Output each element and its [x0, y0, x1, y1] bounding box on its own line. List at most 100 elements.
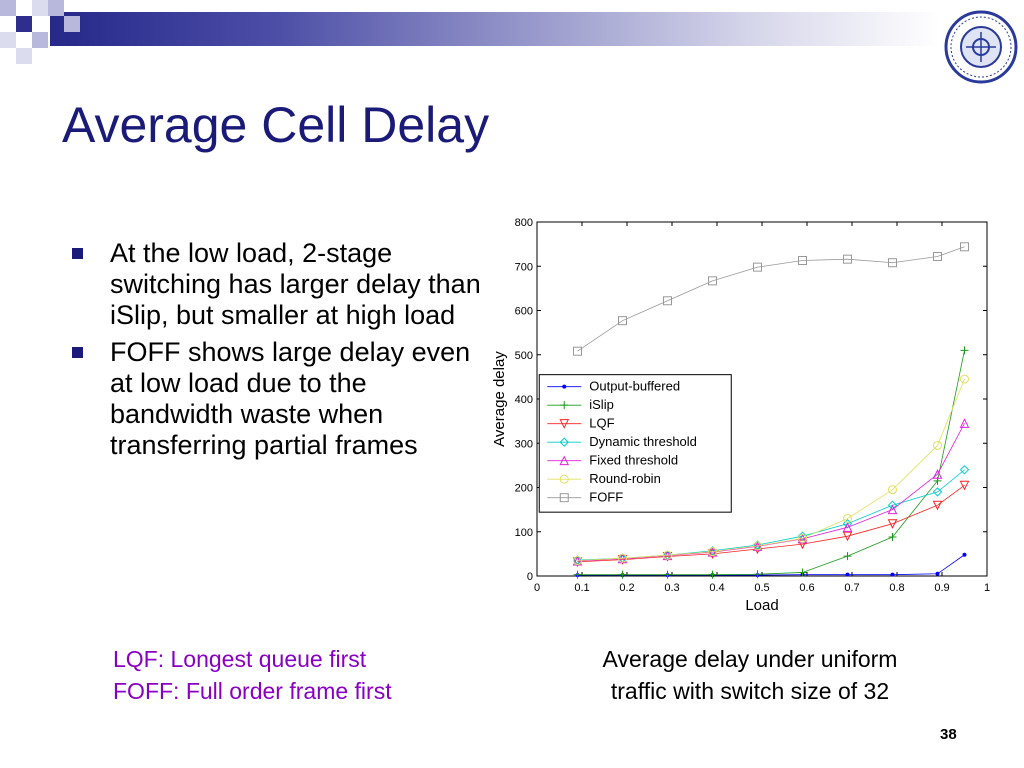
- data-point-islip: [843, 552, 852, 561]
- data-point-lqf: [707, 549, 718, 559]
- series-line-fixed-threshold: [577, 423, 965, 562]
- data-point-lqf: [887, 519, 898, 529]
- data-point-islip: [753, 570, 762, 579]
- series-line-round-robin: [577, 378, 965, 561]
- data-point-foff: [663, 296, 672, 306]
- legend-label-dynamic-threshold: Dynamic threshold: [589, 434, 697, 449]
- page-title: Average Cell Delay: [62, 97, 490, 153]
- data-point-foff: [798, 255, 807, 265]
- data-point-dynamic-threshold: [842, 519, 853, 529]
- bullet-list: At the low load, 2-stage switching has l…: [72, 238, 482, 467]
- y-tick-label: 0: [527, 571, 533, 583]
- x-tick-label: 1: [984, 582, 990, 594]
- data-point-round-robin: [960, 374, 969, 384]
- y-tick-label: 600: [515, 306, 533, 318]
- x-tick-label: 0.6: [799, 582, 814, 594]
- data-point-islip: [888, 533, 897, 542]
- series-line-output-buffered: [577, 554, 965, 576]
- data-point-foff: [933, 252, 942, 262]
- legend-label-output-buffered: Output-buffered: [589, 379, 680, 394]
- x-tick-label: 0.1: [574, 582, 589, 594]
- bullet-item: At the low load, 2-stage switching has l…: [72, 238, 482, 331]
- decor-square: [32, 0, 48, 16]
- data-point-round-robin: [843, 513, 852, 523]
- data-point-lqf: [932, 500, 943, 511]
- x-tick-label: 0.9: [934, 582, 949, 594]
- caption-line: traffic with switch size of 32: [610, 678, 890, 704]
- legend-marker-output-buffered: [562, 384, 567, 389]
- x-tick-label: 0.5: [754, 582, 769, 594]
- legend-label-foff: FOFF: [589, 490, 623, 505]
- abbreviation-lqf: LQF: Longest queue first: [113, 646, 367, 672]
- data-point-round-robin: [933, 440, 942, 450]
- data-point-round-robin: [888, 485, 897, 495]
- data-point-islip: [573, 570, 582, 579]
- series-line-foff: [577, 246, 965, 352]
- data-point-dynamic-threshold: [707, 546, 718, 556]
- decor-square: [0, 0, 16, 16]
- data-point-output-buffered: [962, 552, 967, 557]
- y-tick-label: 100: [515, 527, 533, 539]
- data-point-round-robin: [663, 550, 672, 560]
- data-point-dynamic-threshold: [752, 540, 763, 550]
- data-point-output-buffered: [845, 572, 850, 577]
- decor-square: [0, 32, 16, 48]
- page-number: 38: [940, 726, 957, 743]
- data-point-islip: [618, 570, 627, 579]
- data-point-foff: [960, 242, 969, 252]
- data-point-fixed-threshold: [887, 504, 898, 515]
- legend-label-round-robin: Round-robin: [589, 471, 661, 486]
- square-bullet-icon: [72, 248, 83, 259]
- legend-label-fixed-threshold: Fixed threshold: [589, 453, 678, 468]
- data-point-round-robin: [708, 547, 717, 557]
- x-tick-label: 0.4: [709, 582, 724, 594]
- legend-label-islip: iSlip: [589, 397, 614, 412]
- x-tick-label: 0: [534, 582, 540, 594]
- data-point-foff: [618, 316, 627, 326]
- university-seal-icon: [944, 10, 1018, 84]
- legend-label-lqf: LQF: [589, 416, 614, 431]
- data-point-foff: [888, 258, 897, 268]
- legend-marker-dynamic-threshold: [559, 437, 569, 447]
- x-axis-label: Load: [745, 597, 778, 614]
- decor-square: [64, 16, 80, 32]
- data-point-foff: [843, 254, 852, 264]
- y-tick-label: 800: [515, 217, 533, 229]
- y-tick-label: 300: [515, 438, 533, 450]
- bullet-text: At the low load, 2-stage switching has l…: [110, 238, 481, 330]
- legend-marker-foff: [559, 493, 569, 503]
- data-point-round-robin: [753, 541, 762, 551]
- bullet-item: FOFF shows large delay even at low load …: [72, 337, 482, 461]
- chart-caption: Average delay under uniform traffic with…: [560, 643, 940, 707]
- data-point-round-robin: [573, 556, 582, 566]
- decor-square: [48, 0, 64, 16]
- decor-square: [16, 48, 32, 64]
- legend-box: [538, 374, 732, 513]
- legend-marker-fixed-threshold: [559, 455, 570, 466]
- abbreviation-notes: LQF: Longest queue first FOFF: Full orde…: [113, 643, 392, 707]
- x-tick-label: 0.2: [619, 582, 634, 594]
- data-point-islip: [708, 570, 717, 579]
- legend-marker-islip: [560, 401, 569, 410]
- data-point-islip: [663, 570, 672, 579]
- series-line-lqf: [577, 484, 965, 563]
- delay-chart: 0 0.1 0.2 0.3 0.4 0.5 0.6 0.7 0.8 0.9 1 0 100 200 300 4…: [491, 217, 990, 614]
- data-point-islip: [798, 568, 807, 577]
- data-point-foff: [708, 276, 717, 286]
- data-point-round-robin: [618, 553, 627, 563]
- caption-line: Average delay under uniform: [602, 646, 898, 672]
- y-tick-label: 400: [515, 394, 533, 406]
- x-tick-label: 0.7: [844, 582, 859, 594]
- data-point-fixed-threshold: [959, 418, 970, 428]
- bullet-text: FOFF shows large delay even at low load …: [110, 337, 471, 460]
- y-tick-label: 500: [515, 350, 533, 362]
- data-point-foff: [573, 346, 582, 356]
- decor-square: [32, 32, 48, 48]
- y-axis-label: Average delay: [491, 351, 508, 447]
- data-point-round-robin: [798, 533, 807, 543]
- y-tick-label: 200: [515, 483, 533, 495]
- data-point-lqf: [959, 480, 970, 491]
- data-point-output-buffered: [935, 571, 940, 576]
- y-tick-label: 700: [515, 261, 533, 273]
- x-tick-label: 0.3: [664, 582, 679, 594]
